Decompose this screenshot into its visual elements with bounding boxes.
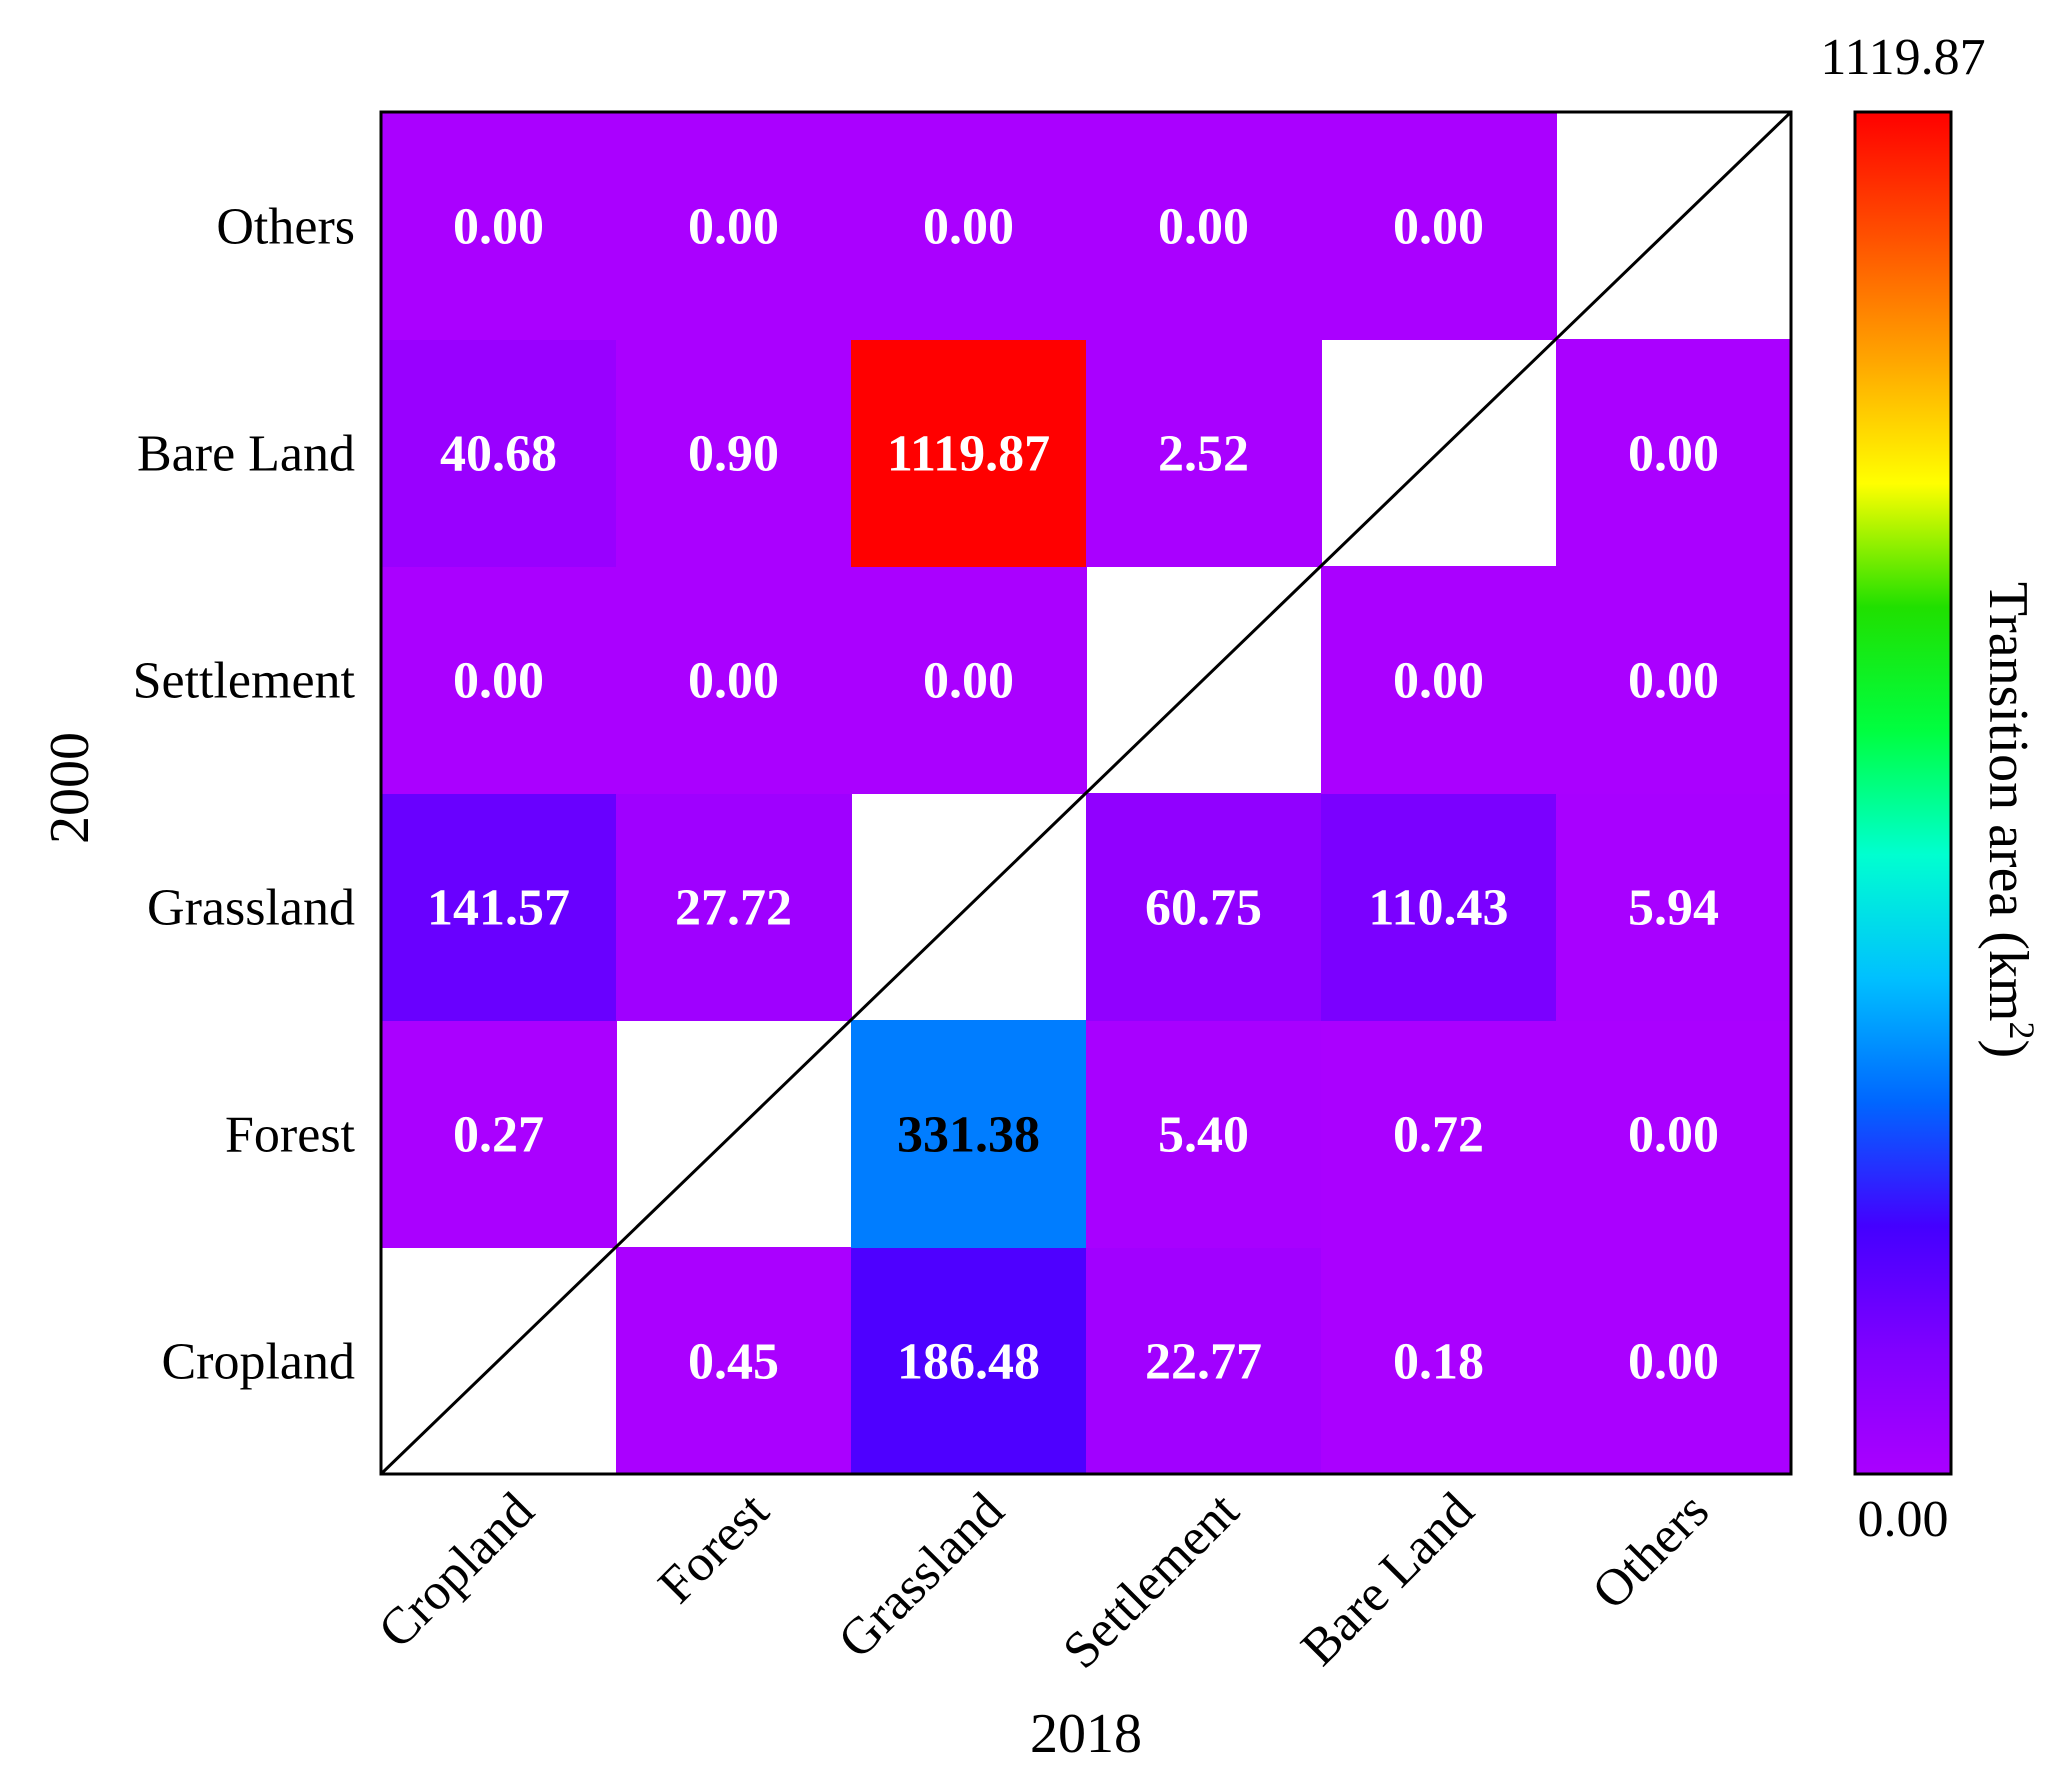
heatmap-cell: [1556, 793, 1792, 1021]
x-tick-label: Forest: [648, 1482, 781, 1615]
colorbar-title: Transition area (km2): [1977, 582, 2042, 1058]
cell-value-label: 2.52: [1158, 426, 1249, 483]
heatmap-cell: [851, 566, 1087, 794]
cell-value-label: 0.00: [1628, 1107, 1719, 1164]
colorbar-max-label: 1119.87: [1820, 29, 1985, 86]
heatmap-cell: [1086, 1020, 1322, 1248]
y-axis-tick-labels: Cropland Forest Grassland Settlement Bare La…: [133, 199, 356, 1391]
cell-value-label: 0.00: [688, 653, 779, 710]
y-tick-label: Settlement: [133, 653, 356, 710]
plot-frame: [379, 110, 1793, 1476]
x-axis-title: 2018: [1030, 1703, 1142, 1765]
heatmap-cell: [1556, 566, 1792, 794]
cell-value-label: 0.00: [1393, 653, 1484, 710]
heatmap-cell: [616, 1247, 852, 1475]
heatmap-cell: [381, 1020, 617, 1248]
heatmap-cell: [1086, 112, 1322, 340]
cell-value-label: 22.77: [1145, 1334, 1262, 1391]
cell-value-label: 0.72: [1393, 1107, 1484, 1164]
heatmap-cell: [616, 339, 852, 567]
colorbar-title-main: Transition area (km: [1977, 582, 2039, 1022]
heatmap-cell: [381, 793, 617, 1021]
cell-value-label: 331.38: [897, 1107, 1040, 1164]
y-tick-label: Forest: [225, 1107, 356, 1164]
heatmap-cell: [381, 112, 617, 340]
heatmap-cell: [1556, 1020, 1792, 1248]
heatmap-cell: [1321, 793, 1557, 1021]
x-tick-label: Others: [1582, 1482, 1720, 1620]
cell-value-label: 0.00: [923, 199, 1014, 256]
heatmap-cell: [1556, 1247, 1792, 1475]
cell-value-label: 60.75: [1145, 880, 1262, 937]
cell-value-label: 5.40: [1158, 1107, 1249, 1164]
cell-value-label: 0.18: [1393, 1334, 1484, 1391]
x-tick-label: Bare Land: [1291, 1482, 1485, 1676]
cell-value-label: 110.43: [1368, 880, 1508, 937]
heatmap-cell: [1556, 339, 1792, 567]
cell-value-label: 0.00: [923, 653, 1014, 710]
colorbar-title-superscript: 2: [2002, 1021, 2042, 1039]
heatmap-cell: [851, 112, 1087, 340]
heatmap-cell: [616, 112, 852, 340]
y-axis-title: 2000: [39, 732, 101, 844]
heatmap-cell: [1321, 566, 1557, 794]
heatmap-cell: [1086, 339, 1322, 567]
x-tick-label: Grassland: [828, 1482, 1015, 1669]
heatmap-cell: [851, 339, 1087, 567]
cell-value-label: 0.00: [1393, 199, 1484, 256]
heatmap-cell-labels: 0.45 186.48 22.77 0.18 0.00 0.27 331.38 5.40 0.7…: [427, 199, 1719, 1391]
cell-value-label: 0.00: [1628, 653, 1719, 710]
cell-value-label: 0.00: [453, 199, 544, 256]
heatmap-cell: [1321, 1247, 1557, 1475]
cell-value-label: 0.00: [453, 653, 544, 710]
cell-value-label: 5.94: [1628, 880, 1719, 937]
x-axis-tick-labels: Cropland Forest Grassland Settlement Bare La…: [368, 1482, 1720, 1680]
heatmap-cell: [1086, 1247, 1322, 1475]
heatmap-cell: [851, 1247, 1087, 1475]
heatmap-cell: [1321, 1020, 1557, 1248]
x-tick-label: Cropland: [368, 1482, 545, 1659]
cell-value-label: 1119.87: [887, 426, 1050, 483]
y-tick-label: Grassland: [147, 880, 355, 937]
x-tick-label: Settlement: [1052, 1482, 1250, 1680]
colorbar-min-label: 0.00: [1858, 1491, 1949, 1548]
heatmap-cell: [851, 1020, 1087, 1248]
diagonal-line: [379, 110, 1793, 1476]
colorbar-title-end: ): [1977, 1039, 2039, 1058]
heatmap-cell: [381, 339, 617, 567]
cell-value-label: 0.00: [1628, 426, 1719, 483]
heatmap-cell: [381, 566, 617, 794]
cell-value-label: 0.00: [1158, 199, 1249, 256]
cell-value-label: 0.00: [688, 199, 779, 256]
cell-value-label: 40.68: [440, 426, 557, 483]
cell-value-label: 141.57: [427, 880, 570, 937]
heatmap-cell: [1086, 793, 1322, 1021]
heatmap-cell: [616, 793, 852, 1021]
heatmap-cell: [1321, 112, 1557, 340]
cell-value-label: 0.27: [453, 1107, 544, 1164]
y-tick-label: Others: [216, 199, 355, 256]
cell-value-label: 0.45: [688, 1334, 779, 1391]
y-tick-label: Bare Land: [137, 426, 355, 483]
cell-value-label: 186.48: [897, 1334, 1040, 1391]
cell-value-label: 27.72: [675, 880, 792, 937]
cell-value-label: 0.00: [1628, 1334, 1719, 1391]
heatmap-cell: [616, 566, 852, 794]
y-tick-label: Cropland: [161, 1334, 355, 1391]
colorbar: [1853, 110, 1953, 1476]
cell-value-label: 0.90: [688, 426, 779, 483]
